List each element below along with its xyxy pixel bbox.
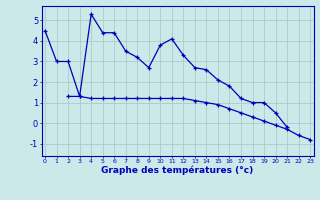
X-axis label: Graphe des températures (°c): Graphe des températures (°c) [101, 166, 254, 175]
